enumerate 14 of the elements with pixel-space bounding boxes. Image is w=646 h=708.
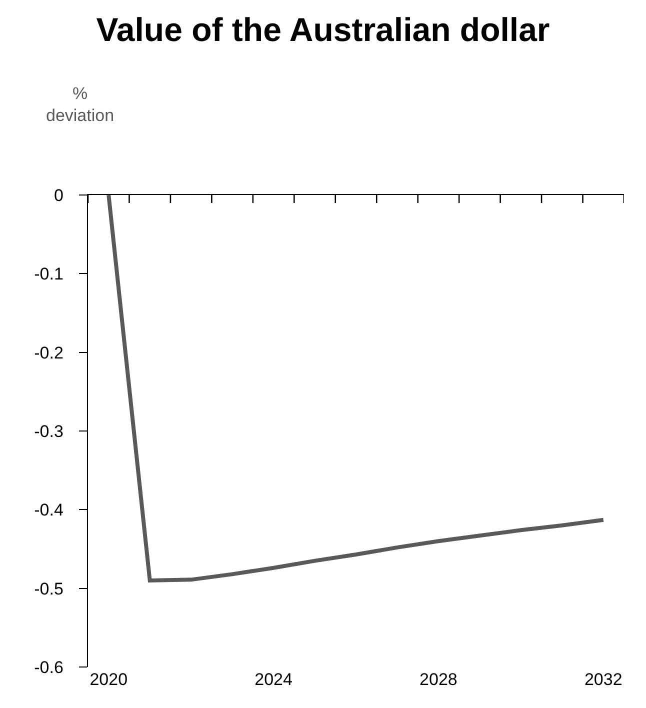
- y-axis-title: % deviation: [46, 84, 114, 126]
- x-tick-label: 2032: [584, 670, 622, 689]
- x-tick-label: 2028: [420, 670, 458, 689]
- y-tick-label: 0: [54, 186, 64, 205]
- y-tick-label: -0.5: [34, 579, 64, 598]
- y-tick-label: -0.4: [34, 500, 64, 520]
- y-tick-label: -0.3: [34, 422, 64, 441]
- line-series: [106, 195, 606, 582]
- chart-title: Value of the Australian dollar: [96, 10, 550, 48]
- x-tick-label: 2020: [90, 670, 128, 689]
- y-tick-label: -0.1: [34, 264, 64, 284]
- y-tick-label: -0.6: [34, 658, 64, 677]
- x-tick-label: 2024: [254, 670, 292, 689]
- y-tick-label: -0.2: [34, 343, 64, 362]
